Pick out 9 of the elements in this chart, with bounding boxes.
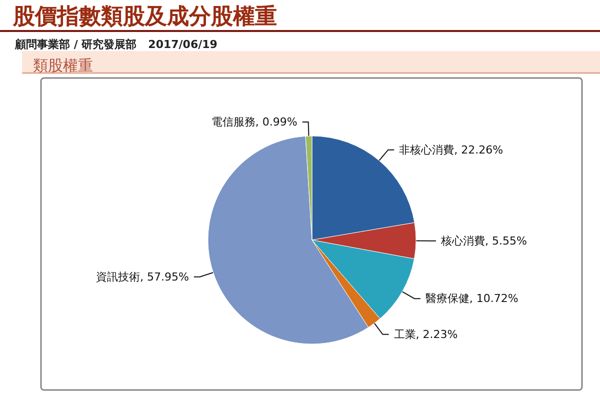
slice-label: 非核心消費, 22.26% (399, 143, 504, 156)
slice-label: 資訊技術, 57.95% (96, 270, 189, 284)
slice-label: 醫療保健, 10.72% (425, 292, 518, 306)
slice-label: 電信服務, 0.99% (211, 116, 298, 129)
slice-label: 工業, 2.23% (394, 328, 458, 341)
chart-subtitle: 顧問事業部 / 研究發展部 2017/06/19 (14, 38, 218, 51)
slice-label: 核心消費, 5.55% (440, 234, 527, 248)
text: 類股權重 (33, 56, 93, 74)
chart-title: 股價指數類股及成分股權重 (12, 4, 277, 30)
